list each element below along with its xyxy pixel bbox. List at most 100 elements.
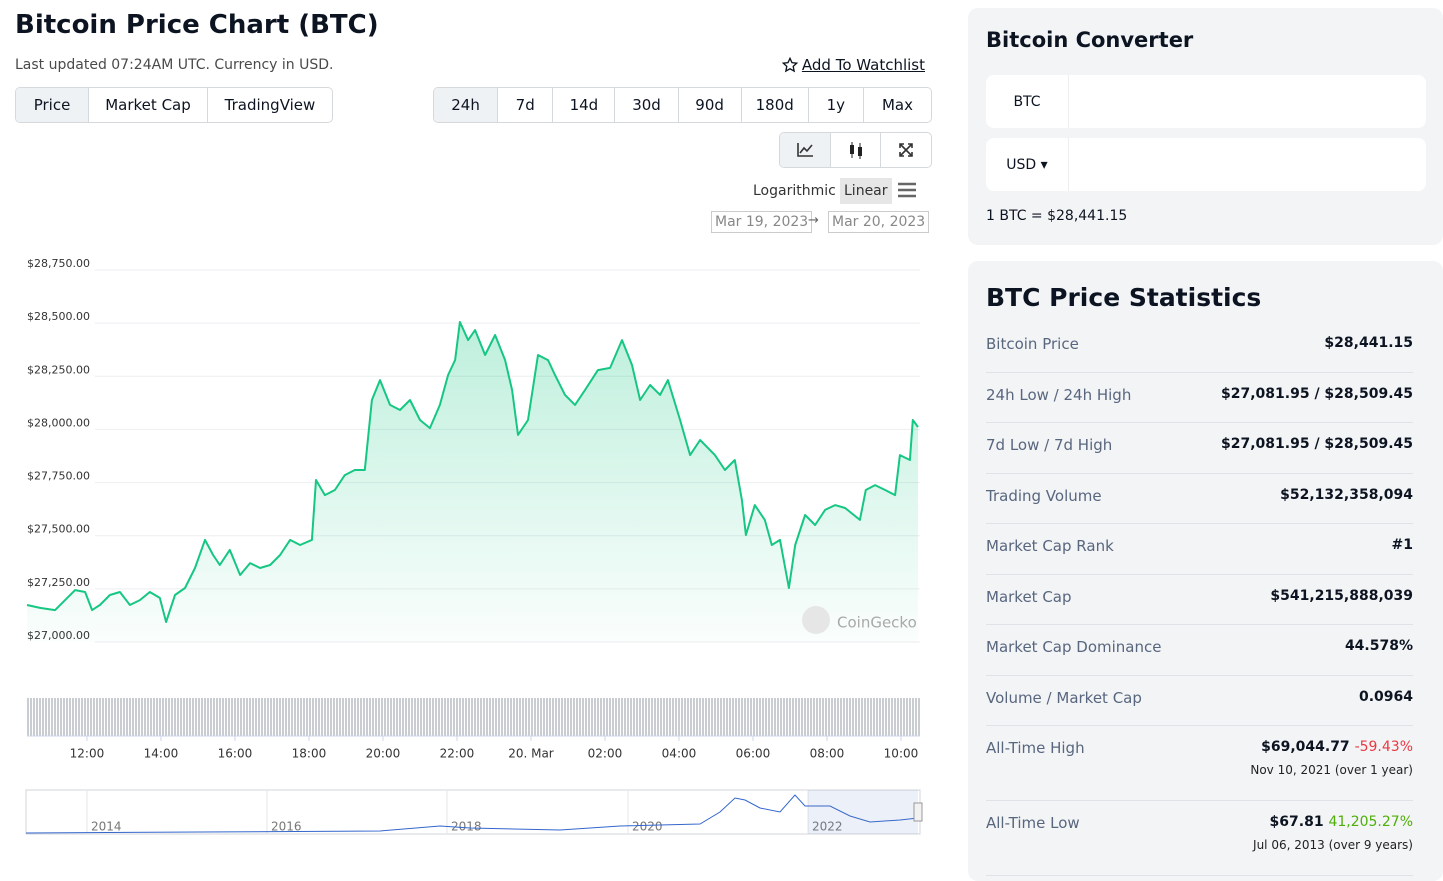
stat-value: $541,215,888,039 <box>1270 587 1413 604</box>
star-icon <box>781 57 798 73</box>
volume-bars <box>27 698 920 736</box>
date-to[interactable]: Mar 20, 2023 <box>828 211 930 233</box>
x-tick-label: 10:00 <box>884 747 919 761</box>
x-tick-label: 02:00 <box>588 747 623 761</box>
navigator-line <box>25 794 919 834</box>
x-tick-label: 12:00 <box>70 747 105 761</box>
range-tab[interactable]: 14d <box>553 88 616 122</box>
stat-value-line: #1 <box>1392 537 1413 553</box>
stat-value: $67.81 <box>1269 814 1324 830</box>
range-tabs: 24h 7d 14d 30d 90d 180d 1y Max <box>433 87 932 123</box>
stat-row: Market Cap $541,215,888,039 <box>986 575 1413 625</box>
y-tick-label: $28,500.00 <box>27 310 90 323</box>
range-tab[interactable]: 90d <box>679 88 742 122</box>
stat-label: 7d Low / 7d High <box>986 436 1113 454</box>
last-updated: Last updated 07:24AM UTC. Currency in US… <box>15 57 334 73</box>
stats-table: Bitcoin Price $28,441.15 24h Low / 24h Hig… <box>986 322 1413 876</box>
stat-label: Market Cap Dominance <box>986 638 1162 656</box>
stat-label: All-Time High <box>986 739 1085 757</box>
chart-tab[interactable]: Price <box>16 88 89 122</box>
stat-value-group: $52,132,358,094 <box>1280 487 1413 503</box>
stat-value-group: $69,044.77 -59.43% Nov 10, 2021 (over 1 y… <box>1250 739 1413 777</box>
watermark-text: CoinGecko <box>837 614 917 632</box>
y-tick-label: $28,000.00 <box>27 416 90 429</box>
stat-value-line: 44.578% <box>1345 638 1413 654</box>
chart-tab[interactable]: Market Cap <box>89 88 208 122</box>
stat-value-line: $52,132,358,094 <box>1280 487 1413 503</box>
log-toggle[interactable]: Logarithmic <box>753 183 836 199</box>
stat-value-group: $28,441.15 <box>1324 335 1413 351</box>
converter-to[interactable]: USD ▾ <box>986 138 1426 191</box>
navigator-label: 2020 <box>632 820 663 834</box>
stats-panel: BTC Price Statistics Bitcoin Price $28,44… <box>968 261 1443 881</box>
chart-tab[interactable]: TradingView <box>224 96 316 114</box>
stat-value-line: 0.0964 <box>1359 689 1413 705</box>
navigator-label: 2016 <box>271 820 302 834</box>
navigator-label: 2018 <box>451 820 482 834</box>
stat-label: Volume / Market Cap <box>986 688 1142 707</box>
stat-value-group: #1 <box>1392 537 1413 553</box>
stat-label: Trading Volume <box>986 486 1102 505</box>
stat-change: 41,205.27% <box>1328 814 1413 830</box>
candle-icon <box>849 142 862 159</box>
navigator: 2014 2016 2018 2020 2022 <box>25 789 923 835</box>
fullscreen-button[interactable] <box>881 133 931 167</box>
navigator-window[interactable] <box>808 790 918 834</box>
stat-label: Market Cap <box>986 587 1072 606</box>
stat-value: $52,132,358,094 <box>1280 486 1413 503</box>
linear-toggle[interactable]: Linear <box>840 178 892 204</box>
stat-label: All-Time Low <box>986 814 1080 832</box>
stat-label: Bitcoin Price <box>986 335 1079 353</box>
stat-value: $69,044.77 <box>1261 739 1350 755</box>
menu-icon[interactable] <box>897 182 917 198</box>
range-tab[interactable]: 1y <box>809 88 864 122</box>
converter-title: Bitcoin Converter <box>986 28 1194 52</box>
stat-value-group: 0.0964 <box>1359 689 1413 705</box>
stat-row: All-Time Low $67.81 41,205.27% Jul 06, 201… <box>986 801 1413 876</box>
x-tick-label: 08:00 <box>810 747 845 761</box>
stat-value-group: $67.81 41,205.27% Jul 06, 2013 (over 9 ye… <box>1253 814 1413 852</box>
watchlist-text[interactable]: Add To Watchlist <box>801 56 925 74</box>
to-currency[interactable]: USD ▾ <box>986 138 1069 191</box>
navigator-handle[interactable] <box>913 802 923 822</box>
stat-value-line: $27,081.95 / $28,509.45 <box>1221 386 1413 402</box>
range-tab[interactable]: Max <box>881 96 913 114</box>
stat-label: Market Cap Rank <box>986 537 1114 555</box>
stat-label: 24h Low / 24h High <box>986 385 1132 404</box>
price-area <box>27 322 918 642</box>
navigator-label: 2022 <box>812 820 843 834</box>
to-currency-code: USD <box>1006 156 1037 173</box>
converter-rate: 1 BTC = $28,441.15 <box>986 208 1128 224</box>
stat-value-line: $541,215,888,039 <box>1270 588 1413 604</box>
range-tab[interactable]: 30d <box>615 88 679 122</box>
range-tab[interactable]: 180d <box>742 88 809 122</box>
watchlist-link[interactable]: Add To Watchlist <box>781 56 925 74</box>
range-tab[interactable]: 7d <box>498 88 554 122</box>
stat-value: $27,081.95 / $28,509.45 <box>1221 436 1413 452</box>
stat-value-group: 44.578% <box>1345 638 1413 654</box>
price-line <box>26 321 919 623</box>
stat-value: 0.0964 <box>1358 688 1413 705</box>
date-separator: → <box>808 213 819 228</box>
line-chart-button[interactable] <box>780 133 831 167</box>
stat-value: 44.578% <box>1344 638 1413 654</box>
y-tick-label: $27,500.00 <box>27 523 90 536</box>
converter-panel: Bitcoin Converter BTC USD ▾ 1 BTC = $28,… <box>968 8 1443 245</box>
x-tick-label: 20:00 <box>366 747 401 761</box>
converter-from[interactable]: BTC <box>986 75 1426 128</box>
date-from[interactable]: Mar 19, 2023 <box>711 211 813 233</box>
stat-value: #1 <box>1391 537 1413 553</box>
stat-row: Market Cap Dominance 44.578% <box>986 625 1413 676</box>
line-icon <box>797 143 813 157</box>
stat-row: All-Time High $69,044.77 -59.43% Nov 10, 2… <box>986 726 1413 801</box>
stat-value-line: $27,081.95 / $28,509.45 <box>1221 436 1413 452</box>
candle-chart-button[interactable] <box>831 133 882 167</box>
stat-row: 7d Low / 7d High $27,081.95 / $28,509.45 <box>986 423 1413 474</box>
y-tick-label: $28,750.00 <box>27 257 90 270</box>
expand-icon <box>899 143 913 157</box>
range-tab[interactable]: 24h <box>434 88 499 122</box>
y-tick-label: $27,750.00 <box>27 470 90 483</box>
stat-change: -59.43% <box>1354 739 1413 755</box>
x-tick-label: 16:00 <box>218 747 253 761</box>
